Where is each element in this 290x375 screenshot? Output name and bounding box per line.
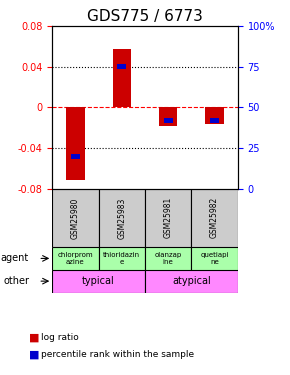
- FancyBboxPatch shape: [99, 247, 145, 270]
- FancyBboxPatch shape: [52, 270, 145, 292]
- Text: ■: ■: [29, 350, 39, 359]
- Text: log ratio: log ratio: [41, 333, 78, 342]
- FancyBboxPatch shape: [52, 247, 99, 270]
- Text: percentile rank within the sample: percentile rank within the sample: [41, 350, 194, 359]
- FancyBboxPatch shape: [145, 189, 191, 247]
- Bar: [205, 107, 224, 124]
- Bar: [210, 118, 219, 123]
- FancyBboxPatch shape: [145, 247, 191, 270]
- Bar: [164, 118, 173, 123]
- Title: GDS775 / 6773: GDS775 / 6773: [87, 9, 203, 24]
- Bar: [113, 49, 131, 107]
- Text: typical: typical: [82, 276, 115, 286]
- FancyBboxPatch shape: [191, 189, 238, 247]
- FancyBboxPatch shape: [191, 247, 238, 270]
- Text: GSM25981: GSM25981: [164, 197, 173, 238]
- FancyBboxPatch shape: [145, 270, 238, 292]
- Text: GSM25982: GSM25982: [210, 197, 219, 238]
- FancyBboxPatch shape: [52, 189, 99, 247]
- Bar: [66, 107, 85, 180]
- Text: other: other: [3, 276, 29, 286]
- Text: chlorprom
azine: chlorprom azine: [58, 252, 93, 265]
- Text: GSM25980: GSM25980: [71, 197, 80, 238]
- Bar: [117, 64, 126, 69]
- Text: olanzap
ine: olanzap ine: [155, 252, 182, 265]
- Bar: [71, 154, 80, 159]
- FancyBboxPatch shape: [99, 189, 145, 247]
- Text: agent: agent: [1, 254, 29, 263]
- Text: thioridazin
e: thioridazin e: [103, 252, 140, 265]
- Bar: [159, 107, 177, 126]
- Text: atypical: atypical: [172, 276, 211, 286]
- Text: GSM25983: GSM25983: [117, 197, 126, 238]
- Text: ■: ■: [29, 333, 39, 342]
- Text: quetiapi
ne: quetiapi ne: [200, 252, 229, 265]
